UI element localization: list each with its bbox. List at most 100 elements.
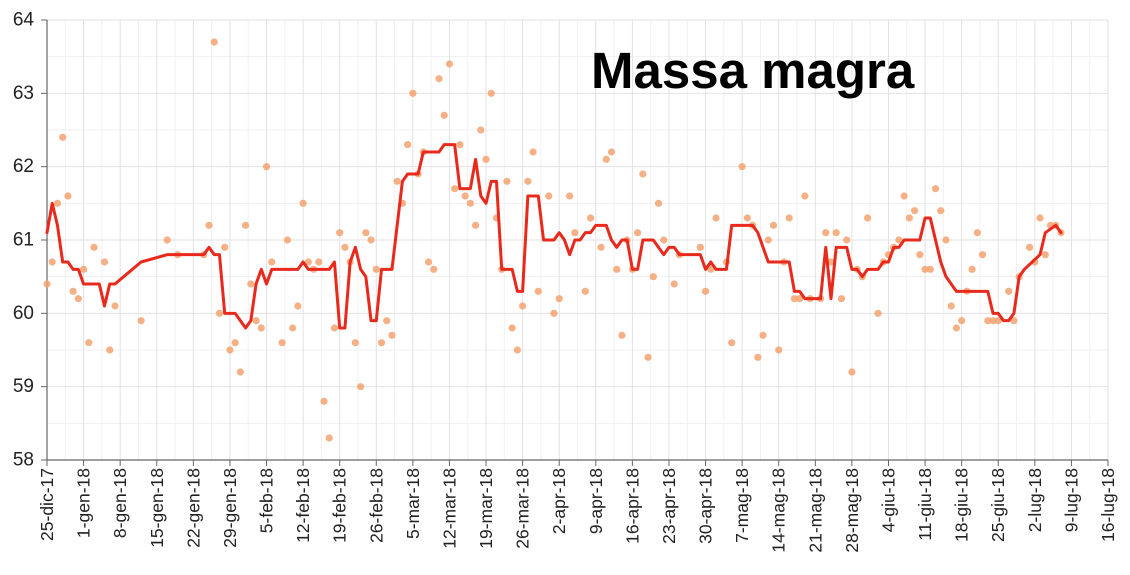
scatter-point (85, 339, 93, 347)
scatter-point (649, 273, 657, 281)
x-tick-label: 30-apr-18 (696, 468, 716, 544)
scatter-point (252, 317, 260, 325)
scatter-point (242, 221, 250, 229)
scatter-point (947, 302, 955, 310)
scatter-point (247, 280, 255, 288)
scatter-point (435, 75, 443, 83)
scatter-point (743, 214, 751, 222)
scatter-point (602, 155, 610, 163)
scatter-point (357, 383, 365, 391)
scatter-point (550, 309, 558, 317)
scatter-point (978, 251, 987, 259)
y-tick-label: 62 (13, 156, 34, 177)
scatter-point (707, 265, 715, 273)
scatter-point (236, 368, 244, 376)
scatter-point (984, 317, 992, 325)
scatter-point (712, 214, 720, 222)
x-tick-label: 5-mar-18 (403, 468, 423, 539)
scatter-point (53, 199, 62, 207)
scatter-point (456, 141, 464, 149)
scatter-point (205, 221, 213, 229)
scatter-point (69, 287, 77, 295)
scatter-point (100, 258, 109, 266)
scatter-point (226, 346, 234, 354)
scatter-point (367, 236, 375, 244)
scatter-point (315, 258, 323, 266)
scatter-point (262, 163, 271, 171)
y-tick-label: 59 (13, 376, 34, 397)
scatter-point (618, 331, 626, 339)
scatter-point (424, 258, 433, 266)
series-line (45, 143, 1063, 330)
x-tick-label: 26-feb-18 (366, 468, 386, 543)
scatter-point (728, 339, 736, 347)
scatter-point (1010, 317, 1018, 325)
scatter-point (440, 111, 448, 119)
scatter-point (571, 229, 579, 237)
x-tick-label: 19-feb-18 (330, 468, 350, 543)
scatter-point (221, 243, 229, 251)
scatter-point (529, 148, 537, 156)
x-tick-label: 5-feb-18 (257, 468, 277, 533)
scatter-point (832, 229, 840, 237)
y-axis-ticks: 58 59 60 61 62 63 64 (13, 10, 47, 471)
scatter-point (581, 287, 589, 295)
scatter-point (487, 89, 495, 97)
scatter-point (785, 214, 793, 222)
scatter-point (451, 185, 459, 193)
scatter-point (654, 199, 663, 207)
scatter-point (586, 214, 595, 222)
scatter-points (43, 38, 1065, 442)
scatter-point (64, 192, 72, 200)
scatter-point (916, 251, 924, 259)
scatter-point (931, 185, 940, 193)
scatter-point (48, 258, 56, 266)
x-tick-label: 12-feb-18 (293, 468, 313, 543)
scatter-point (137, 317, 145, 325)
scatter-point (827, 258, 835, 266)
scatter-point (670, 280, 678, 288)
scatter-point (1026, 243, 1034, 251)
scatter-point (895, 236, 903, 244)
scatter-point (837, 295, 846, 303)
scatter-point (471, 221, 480, 229)
scatter-point (362, 229, 370, 237)
scatter-point (330, 324, 339, 332)
chart-title: Massa magra (591, 42, 915, 99)
x-tick-label: 28-mag-18 (842, 468, 862, 553)
x-tick-label: 25-dic-17 (37, 468, 57, 541)
x-tick-label: 23-apr-18 (659, 468, 679, 544)
scatter-point (445, 60, 454, 68)
scatter-point (519, 302, 527, 310)
scatter-point (639, 170, 647, 178)
x-tick-label: 26-mar-18 (513, 468, 533, 549)
x-tick-label: 22-gen-18 (183, 468, 203, 548)
scatter-point (59, 133, 67, 141)
scatter-point (372, 265, 380, 273)
x-tick-label: 9-lug-18 (1061, 468, 1081, 532)
scatter-point (644, 353, 652, 361)
scatter-point (775, 346, 783, 354)
scatter-point (43, 280, 51, 288)
scatter-point (383, 317, 391, 325)
scatter-point (952, 324, 961, 332)
scatter-point (336, 229, 344, 237)
x-tick-label: 18-giu-18 (952, 468, 972, 542)
scatter-point (304, 258, 312, 266)
x-tick-label: 19-mar-18 (476, 468, 496, 549)
scatter-point (404, 141, 412, 149)
scatter-point (848, 368, 856, 376)
scatter-point (754, 353, 762, 361)
scatter-point (1041, 251, 1049, 259)
scatter-point (759, 331, 767, 339)
x-tick-label: 2-apr-18 (549, 468, 569, 534)
y-tick-label: 58 (13, 450, 34, 471)
scatter-point (764, 236, 772, 244)
scatter-point (461, 192, 469, 200)
x-tick-label: 25-giu-18 (988, 468, 1008, 542)
scatter-point (926, 265, 934, 273)
scatter-point (968, 265, 976, 273)
scatter-point (613, 265, 621, 273)
scatter-point (524, 177, 532, 185)
